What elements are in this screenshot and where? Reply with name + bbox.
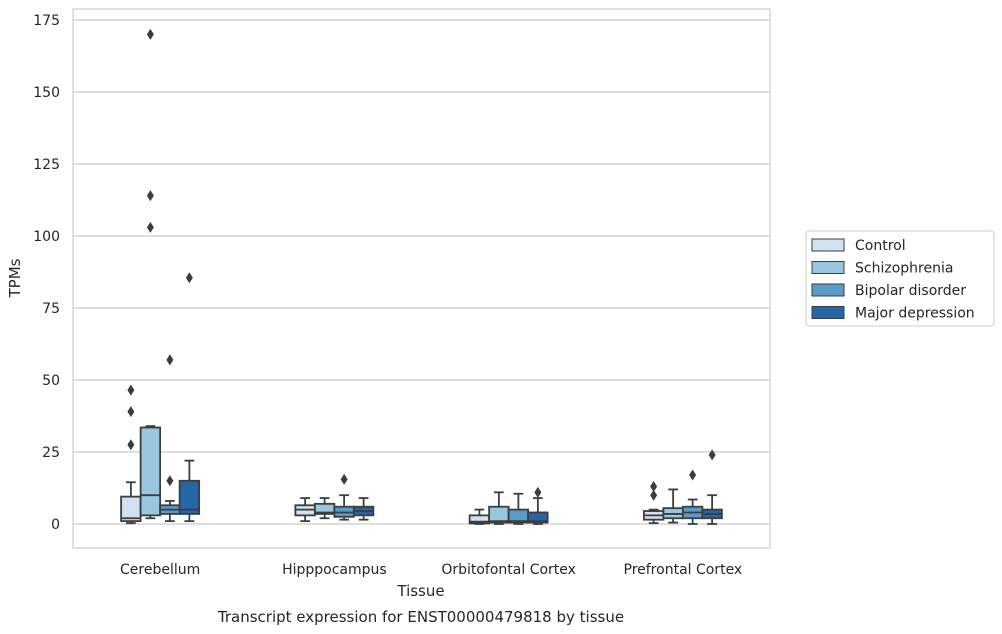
outlier-marker [127,384,135,396]
legend: Control Schizophrenia Bipolar disorder Majo… [805,230,995,327]
legend-swatch [811,306,845,319]
outlier-marker [146,221,154,233]
legend-frame [805,230,995,327]
box-iqr [527,511,549,524]
box-cerebellum-major-depression [178,272,201,523]
outlier-marker [185,272,193,284]
box-iqr [139,426,162,517]
x-tick-label: Orbitofontal Cortex [441,562,576,578]
outlier-marker [127,406,135,418]
box-cerebellum-bipolar-disorder [159,354,181,523]
outlier-marker [708,449,716,461]
box-cerebellum-schizophrenia [139,28,162,520]
box-plots [120,28,723,525]
x-tick-label: Cerebellum [120,562,200,578]
y-tick-label: 175 [33,13,60,29]
y-tick-label: 50 [42,373,60,389]
box-prefrontal-cortex-schizophrenia [662,488,684,524]
legend-swatch [811,238,845,252]
outlier-marker [166,354,174,366]
outlier-marker [146,190,154,202]
y-tick-label: 0 [51,517,60,533]
outlier-marker [166,475,174,487]
outlier-marker [650,489,658,501]
box-iqr [488,505,510,524]
chart-caption: Transcript expression for ENST0000047981… [217,608,624,626]
box-cerebellum-control [120,384,142,525]
outlier-marker [534,486,542,498]
outlier-marker [146,28,154,40]
y-tick-label: 100 [33,229,60,245]
x-tick-labels: Cerebellum Hipppocampus Orbitofontal Corte… [120,562,742,578]
box-prefrontal-cortex-bipolar-disorder [681,469,704,525]
y-tick-label: 125 [33,157,60,173]
x-tick-label: Hipppocampus [282,562,387,578]
legend-swatch [811,261,845,274]
outlier-marker [340,473,348,485]
legend-label: Schizophrenia [855,261,953,277]
box-orbitofontal-cortex-control [468,508,491,525]
legend-label: Bipolar disorder [855,283,966,299]
legend-label: Major depression [855,306,975,322]
plot-area [72,8,771,549]
box-orbitofontal-cortex-major-depression [527,486,549,525]
box-hipppocampus-major-depression [352,497,375,521]
box-prefrontal-cortex-control [642,481,665,525]
box-hipppocampus-control [294,497,316,523]
y-tick-labels: 0 25 50 75 100 125 150 175 [33,13,60,533]
outlier-marker [650,481,658,493]
y-axis-label: TPMs [6,258,24,298]
x-tick-label: Prefrontal Cortex [624,562,743,578]
box-hipppocampus-schizophrenia [313,497,336,520]
box-prefrontal-cortex-major-depression [701,449,723,525]
y-tick-label: 25 [42,445,60,461]
outlier-marker [689,469,697,481]
legend-swatch [811,283,845,297]
y-tick-label: 150 [33,85,60,101]
grid-lines [73,19,770,525]
x-axis-label: Tissue [396,582,444,600]
box-hipppocampus-bipolar-disorder [333,473,355,521]
y-tick-label: 75 [42,301,60,317]
box-iqr [178,479,201,515]
box-orbitofontal-cortex-schizophrenia [488,491,510,525]
box-orbitofontal-cortex-bipolar-disorder [507,492,530,525]
legend-label: Control [855,238,906,254]
outlier-marker [127,439,135,451]
